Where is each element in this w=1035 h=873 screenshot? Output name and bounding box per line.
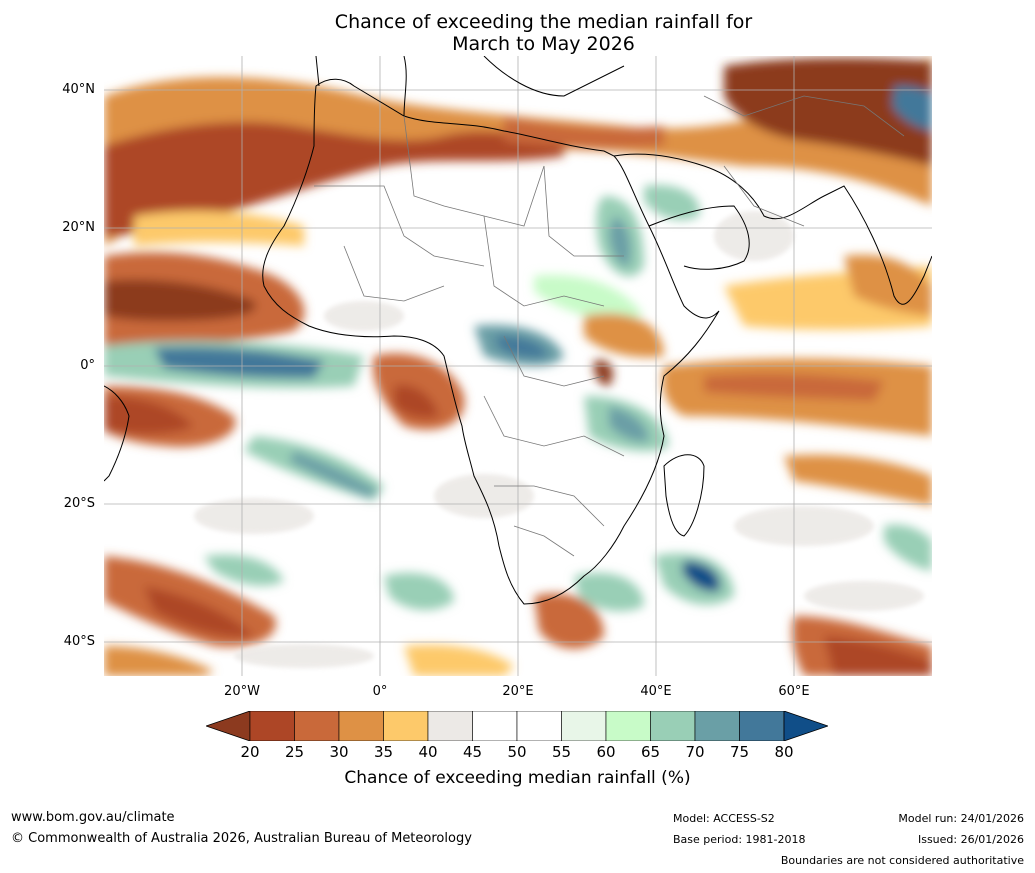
colorbar-swatch	[605, 711, 651, 741]
colorbar-swatch	[427, 711, 473, 741]
colorbar-swatch	[294, 711, 340, 741]
colorbar-tick-label: 60	[596, 743, 616, 761]
colorbar-swatch-below	[206, 711, 251, 741]
colorbar-tick-label: 25	[284, 743, 305, 761]
colorbar-swatch	[561, 711, 607, 741]
colorbar-tick-label: 20	[240, 743, 260, 761]
colorbar-tick-label: 55	[551, 743, 572, 761]
colorbar-swatch-above	[783, 711, 828, 741]
colorbar-tick-label: 70	[685, 743, 705, 761]
boundary-disclaimer: Boundaries are not considered authoritat…	[780, 854, 1024, 867]
lon-label-60e: 60°E	[778, 684, 810, 699]
colorbar-tick-label: 40	[418, 743, 438, 761]
lat-label-0: 0°	[80, 358, 95, 373]
website-link[interactable]: www.bom.gov.au/climate	[11, 810, 175, 825]
issued-date: Issued: 26/01/2026	[917, 833, 1024, 846]
colorbar-tick-label: 50	[507, 743, 527, 761]
colorbar-tick-label: 30	[329, 743, 349, 761]
lat-label-20n: 20°N	[62, 220, 95, 235]
colorbar-swatch	[338, 711, 384, 741]
lon-label-0: 0°	[372, 684, 388, 699]
colorbar-swatch	[516, 711, 562, 741]
rainfall-map	[104, 56, 932, 676]
model-name: Model: ACCESS-S2	[673, 812, 775, 825]
colorbar-label: Chance of exceeding median rainfall (%)	[344, 768, 691, 788]
colorbar	[206, 711, 828, 741]
colorbar-swatch	[650, 711, 696, 741]
map-canvas	[104, 56, 932, 676]
colorbar-tick-label: 75	[729, 743, 750, 761]
colorbar-swatch	[249, 711, 295, 741]
graticule	[104, 56, 932, 676]
colorbar-tick-label: 80	[774, 743, 794, 761]
copyright-text: © Commonwealth of Australia 2026, Austra…	[11, 831, 472, 846]
colorbar-tick-label: 35	[373, 743, 394, 761]
colorbar-swatch	[694, 711, 740, 741]
colorbar-swatch	[472, 711, 518, 741]
lat-label-20s: 20°S	[63, 496, 95, 511]
colorbar-swatch	[739, 711, 785, 741]
neutral-patches	[194, 211, 924, 668]
country-borders	[314, 95, 905, 557]
lon-label-40e: 40°E	[640, 684, 672, 699]
lat-label-40n: 40°N	[62, 82, 95, 97]
colorbar-swatch	[383, 711, 429, 741]
map-title-line1: Chance of exceeding the median rainfall …	[334, 11, 753, 33]
model-run-date: Model run: 24/01/2026	[898, 812, 1024, 825]
lat-label-40s: 40°S	[63, 634, 95, 649]
lon-label-20e: 20°E	[502, 684, 534, 699]
map-title-line2: March to May 2026	[452, 33, 635, 55]
colorbar-tick-label: 65	[640, 743, 661, 761]
coastlines	[104, 56, 932, 605]
base-period: Base period: 1981-2018	[673, 833, 806, 846]
lon-label-20w: 20°W	[224, 684, 260, 699]
colorbar-tick-label: 45	[462, 743, 483, 761]
